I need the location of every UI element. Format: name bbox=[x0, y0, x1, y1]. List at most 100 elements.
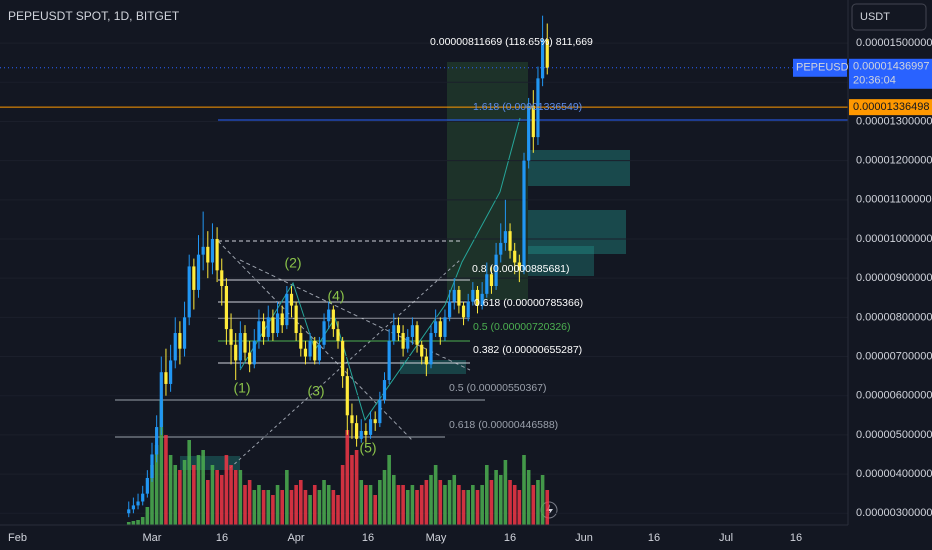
volume-bar bbox=[224, 455, 229, 525]
volume-bar bbox=[392, 475, 396, 525]
candle-body bbox=[210, 238, 215, 263]
candle-body bbox=[266, 317, 270, 337]
candle-body bbox=[373, 419, 377, 424]
volume-bar bbox=[382, 470, 387, 525]
currency-button[interactable] bbox=[851, 3, 927, 31]
y-tick-label: 0.00001200000 bbox=[856, 155, 932, 167]
candle-body bbox=[424, 356, 428, 365]
wave-label: (1) bbox=[233, 380, 250, 396]
y-tick-label: 0.00000400000 bbox=[856, 468, 932, 480]
volume-bar bbox=[405, 490, 410, 525]
volume-bar bbox=[378, 480, 382, 525]
candle-body bbox=[508, 231, 512, 251]
wave-label: (5) bbox=[359, 440, 376, 456]
volume-bar bbox=[494, 470, 498, 525]
x-tick-label: Mar bbox=[143, 532, 162, 544]
candle-body bbox=[187, 266, 191, 318]
candle-body bbox=[345, 376, 349, 416]
candle-body bbox=[164, 372, 168, 384]
volume-bar bbox=[275, 485, 280, 525]
candle-body bbox=[173, 333, 177, 361]
candle-body bbox=[355, 423, 359, 439]
candle-body bbox=[192, 266, 196, 290]
candle-body bbox=[461, 305, 466, 318]
candle-body bbox=[499, 242, 503, 255]
candle-body bbox=[517, 262, 521, 271]
candle-body bbox=[280, 313, 284, 326]
y-tick-label: 0.00001000000 bbox=[856, 233, 932, 245]
volume-bar bbox=[466, 490, 470, 525]
drawings bbox=[115, 62, 848, 519]
volume-bar bbox=[247, 480, 252, 525]
candle-body bbox=[420, 344, 424, 357]
candle-body bbox=[503, 231, 507, 243]
candle-body bbox=[527, 105, 531, 161]
volume-bar bbox=[396, 485, 401, 525]
candle-body bbox=[234, 344, 238, 361]
volume-bar bbox=[340, 465, 345, 525]
volume-bar bbox=[238, 470, 243, 525]
currency[interactable]: USDT bbox=[860, 11, 890, 23]
volume-bar bbox=[210, 465, 215, 525]
volume-bar bbox=[508, 480, 512, 525]
candle-body bbox=[294, 305, 298, 334]
candle-body bbox=[238, 333, 242, 361]
candle-body bbox=[182, 317, 187, 349]
x-tick-label: 16 bbox=[362, 532, 374, 544]
candle-body bbox=[536, 78, 540, 138]
volume-bar bbox=[401, 485, 405, 525]
candle-body bbox=[434, 321, 438, 334]
volume-bar bbox=[312, 485, 317, 525]
candle-body bbox=[243, 333, 247, 353]
candle-body bbox=[285, 293, 289, 326]
candle-body bbox=[336, 329, 340, 341]
lightning-icon bbox=[546, 504, 553, 516]
volume-bar bbox=[485, 465, 489, 525]
candle-body bbox=[206, 246, 210, 263]
y-tick-label: 0.00000300000 bbox=[856, 507, 932, 519]
annotation: 0.5 (0.00000720326) bbox=[473, 321, 571, 333]
volume-bar bbox=[136, 520, 140, 525]
candle-body bbox=[313, 340, 317, 361]
x-tick-label: Jun bbox=[575, 532, 593, 544]
candle-body bbox=[448, 301, 452, 318]
volume-bar bbox=[457, 485, 461, 525]
annotation: 0.382 (0.00000655287) bbox=[473, 344, 582, 356]
wave-label: (3) bbox=[307, 383, 324, 399]
candle-body bbox=[387, 340, 391, 381]
volume-bar bbox=[429, 475, 433, 525]
candle-body bbox=[308, 340, 312, 357]
volume-bar bbox=[410, 485, 415, 525]
volume-bar bbox=[192, 465, 196, 525]
candle-body bbox=[299, 333, 303, 349]
x-tick-label: Jul bbox=[719, 532, 733, 544]
candle-body bbox=[392, 325, 396, 341]
volume-bar bbox=[140, 517, 145, 525]
volume-bar bbox=[164, 435, 168, 525]
plot bbox=[0, 15, 848, 525]
volume-bar bbox=[364, 485, 368, 525]
chart-title: PEPEUSDT SPOT, 1D, BITGET bbox=[8, 9, 180, 23]
volume-bar bbox=[438, 480, 443, 525]
candle-body bbox=[201, 246, 205, 255]
volume-bar bbox=[471, 485, 475, 525]
candle-body bbox=[229, 329, 233, 345]
volume-bar bbox=[285, 470, 289, 525]
volume-bar bbox=[326, 485, 331, 525]
candle-body bbox=[215, 238, 219, 271]
volume-bar bbox=[261, 490, 266, 525]
volume-bar bbox=[498, 475, 503, 525]
candle-body bbox=[150, 454, 154, 478]
y-tick-label: 0.00000900000 bbox=[856, 272, 932, 284]
volume-bar bbox=[196, 455, 201, 525]
candle-body bbox=[471, 289, 475, 302]
volume-bar bbox=[294, 485, 298, 525]
x-tick-label: May bbox=[426, 532, 447, 544]
candle-body bbox=[271, 317, 275, 334]
volume-bar bbox=[243, 485, 247, 525]
x-tick-label: 16 bbox=[648, 532, 660, 544]
volume-bar bbox=[540, 475, 545, 525]
candle-body bbox=[489, 274, 494, 287]
price-axis-panel bbox=[848, 0, 932, 550]
candle-body bbox=[159, 372, 163, 428]
